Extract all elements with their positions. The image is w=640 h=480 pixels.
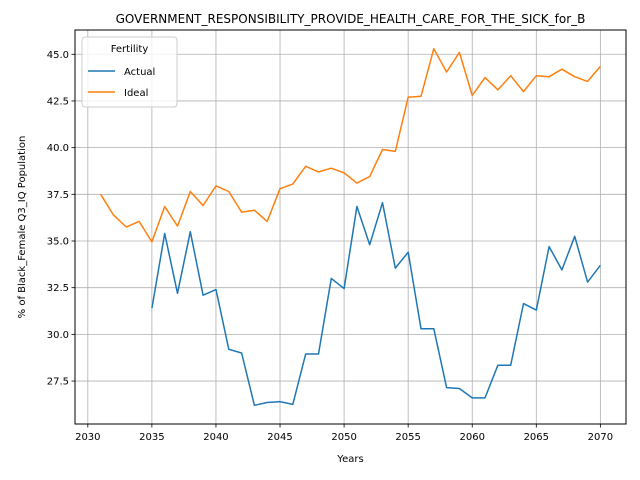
x-tick-label: 2065 [524, 432, 549, 443]
x-axis-label: Years [336, 454, 363, 465]
legend-label-ideal: Ideal [124, 88, 148, 99]
grid [75, 30, 626, 424]
y-tick-label: 40.0 [47, 143, 69, 154]
series-line-actual [151, 201, 601, 407]
x-tick-label: 2055 [395, 432, 420, 443]
x-tick-label: 2030 [75, 432, 100, 443]
x-tick-label: 2050 [331, 432, 356, 443]
x-tick-label: 2070 [588, 432, 613, 443]
y-tick-label: 32.5 [47, 283, 69, 294]
y-tick-label: 35.0 [47, 237, 69, 248]
y-tick-label: 27.5 [47, 377, 69, 388]
y-tick-label: 42.5 [47, 96, 69, 107]
x-tick-label: 2045 [267, 432, 292, 443]
x-tick-label: 2040 [203, 432, 228, 443]
series-line-ideal [99, 47, 601, 243]
y-tick-label: 30.0 [47, 330, 69, 341]
legend-label-actual: Actual [124, 67, 155, 78]
y-axis-ticks: 27.5 30.0 32.5 35.0 37.5 40.0 42.5 45.0 [47, 50, 75, 388]
x-tick-label: 2060 [460, 432, 485, 443]
chart-title: GOVERNMENT_RESPONSIBILITY_PROVIDE_HEALTH… [116, 12, 586, 26]
legend-entries: Actual Ideal [88, 67, 155, 99]
y-axis-label: % of Black_Female Q3_IQ Population [17, 136, 28, 319]
x-tick-label: 2035 [139, 432, 164, 443]
series-lines [99, 47, 601, 407]
legend-box [81, 36, 178, 108]
x-axis-ticks: 2030 2035 2040 2045 2050 2055 2060 2065 2070 [75, 424, 613, 443]
legend-title: Fertility [111, 44, 149, 55]
plot-frame [74, 29, 627, 425]
legend: Fertility Actual Ideal [81, 36, 178, 108]
y-tick-label: 45.0 [47, 50, 69, 61]
y-tick-label: 37.5 [47, 190, 69, 201]
